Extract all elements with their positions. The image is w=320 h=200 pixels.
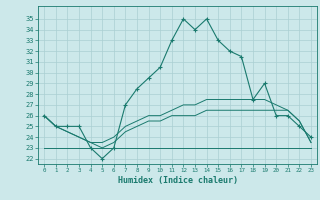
X-axis label: Humidex (Indice chaleur): Humidex (Indice chaleur) [118,176,238,185]
